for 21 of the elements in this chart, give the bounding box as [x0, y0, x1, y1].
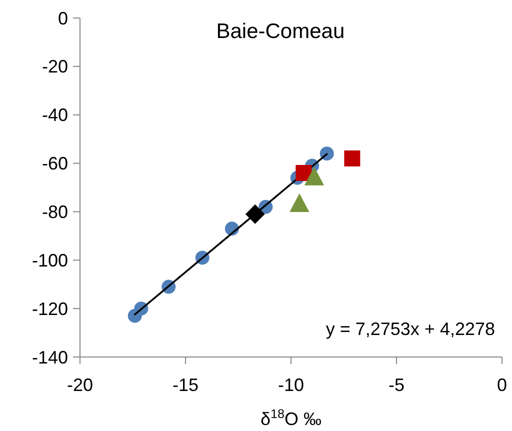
y-tick-label: -60	[42, 154, 68, 174]
point	[304, 167, 324, 186]
y-tick-label: -100	[32, 250, 68, 270]
x-tick-label: 0	[496, 375, 508, 395]
y-tick-label: -80	[42, 202, 68, 222]
y-tick-label: -20	[42, 56, 68, 77]
y-tick-label: 0	[58, 8, 68, 28]
point	[344, 150, 360, 166]
chart-title: Baie-Comeau	[216, 20, 345, 43]
y-tick-label: -120	[32, 298, 68, 319]
point	[320, 146, 334, 161]
x-tick-label: -10	[278, 375, 304, 395]
x-axis-title: δ$^{18}$O ‰	[260, 407, 322, 429]
y-tick-label: -140	[32, 347, 68, 368]
x-tick-label: -15	[172, 375, 199, 395]
point	[246, 204, 265, 224]
x-tick-label: -20	[66, 375, 94, 395]
point	[296, 164, 312, 181]
y-tick-label: -40	[42, 105, 68, 126]
x-tick-label: -5	[388, 375, 405, 395]
annotation: y = 7,2753x + 4,2278	[326, 319, 495, 339]
